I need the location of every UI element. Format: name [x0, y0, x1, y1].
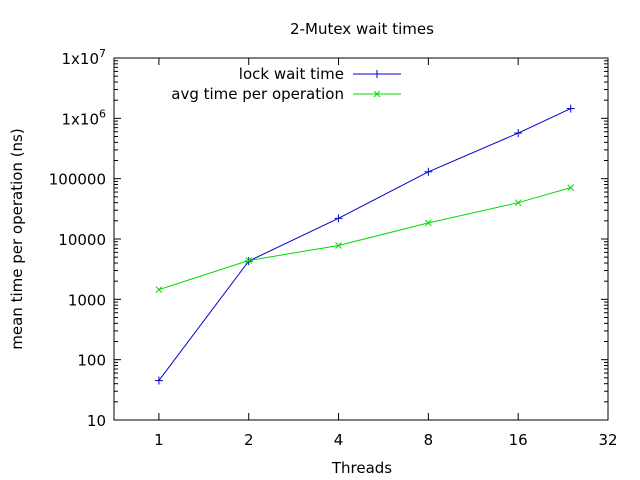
y-tick-label: 100000	[49, 171, 106, 189]
x-tick-label: 2	[244, 431, 254, 449]
legend-item-2: avg time per operation	[171, 85, 401, 103]
y-axis-label: mean time per operation (ns)	[8, 128, 26, 349]
data-point	[425, 219, 432, 227]
data-point	[154, 376, 163, 385]
legend-item-1: lock wait time	[239, 65, 401, 83]
data-point	[567, 184, 575, 191]
x-tick-label: 16	[509, 431, 528, 449]
x-tick-label: 8	[424, 431, 434, 449]
x-axis-label: Threads	[331, 459, 392, 477]
x-tick-label: 4	[334, 431, 344, 449]
series-line	[158, 108, 571, 381]
y-tick-label: 1x107	[61, 47, 106, 68]
series-layer	[154, 104, 575, 385]
data-point	[334, 214, 343, 223]
y-tick-label: 10000	[58, 231, 106, 249]
y-tick-label: 100	[77, 352, 106, 370]
x-tick-label: 32	[598, 431, 617, 449]
data-point	[335, 242, 342, 249]
legend-marker	[373, 90, 381, 98]
y-tick-label: 10	[87, 412, 106, 430]
chart-title: 2-Mutex wait times	[290, 20, 434, 38]
x-axis: 1 2 4 8 16 32	[154, 58, 618, 449]
legend-marker	[373, 70, 381, 78]
data-point	[514, 199, 522, 207]
y-axis: 10 100 1000 10000 100000 1x106 1x107	[49, 47, 608, 430]
data-point	[424, 167, 433, 176]
data-point	[245, 257, 253, 264]
y-tick-label: 1000	[68, 291, 106, 309]
legend-label: lock wait time	[239, 65, 344, 83]
series-line	[158, 187, 571, 291]
x-tick-label: 1	[154, 431, 164, 449]
legend: lock wait time avg time per operation	[171, 65, 401, 103]
plot-frame	[113, 57, 609, 421]
legend-label: avg time per operation	[171, 85, 344, 103]
y-tick-label: 1x106	[61, 107, 106, 128]
data-point	[514, 129, 523, 138]
data-point	[155, 286, 163, 293]
series-2	[155, 184, 575, 293]
data-point	[566, 104, 575, 113]
series-1	[154, 104, 575, 385]
